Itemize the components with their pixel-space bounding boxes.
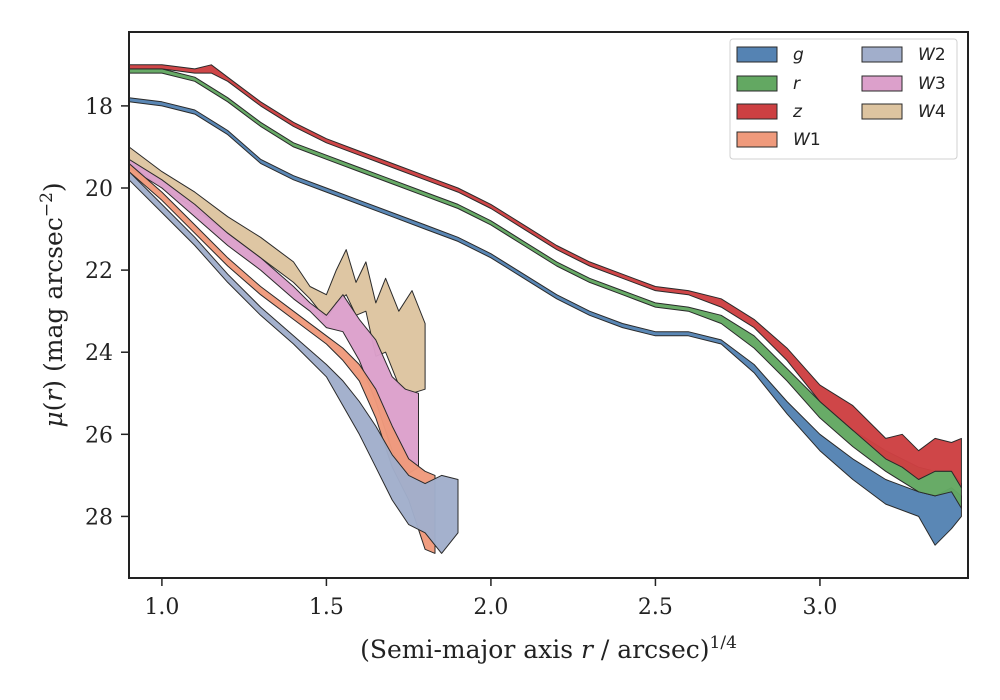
legend-swatch [736,131,778,148]
legend-swatch [736,46,778,63]
x-tick-label: 1.0 [144,595,179,620]
legend-item-z: z [736,102,803,122]
legend-item-w3: W3 [861,74,946,94]
legend-item-r: r [736,74,801,94]
legend-label: W3 [918,74,946,94]
legend-label: W1 [793,130,821,150]
x-axis-label: (Semi-major axis r / arcsec)1/4 [360,633,737,664]
y-axis-ticks: 18 20 22 24 26 28 [85,95,129,530]
legend-swatch [861,103,903,120]
y-tick-label: 18 [85,95,113,120]
legend-box [729,38,958,160]
band-w2 [129,171,459,554]
y-tick-label: 20 [85,177,113,202]
x-tick-label: 3.0 [802,595,837,620]
legend-label: W2 [918,45,946,65]
legend-label: g [793,45,804,65]
y-tick-label: 24 [85,341,113,366]
legend-swatch [861,75,903,92]
legend-item-g: g [736,45,804,65]
legend-swatch [736,103,778,120]
band-w4 [129,146,426,394]
legend-swatch [736,75,778,92]
band-z [129,64,962,489]
y-tick-label: 26 [85,423,113,448]
legend-swatch [861,46,903,63]
x-tick-label: 1.5 [309,595,344,620]
legend: grz W1 W2 W3 W4 [729,38,958,160]
x-axis-ticks: 1.0 1.5 2.0 2.5 3.0 [144,578,837,620]
legend-item-w1: W1 [736,130,821,150]
y-tick-label: 22 [85,259,113,284]
legend-label: z [792,102,803,122]
band-r [129,68,962,509]
band-layer [129,64,962,554]
y-tick-label: 28 [85,505,113,530]
legend-label: r [793,74,801,94]
legend-item-w2: W2 [861,45,946,65]
legend-item-w4: W4 [861,102,946,122]
plot-frame [128,31,969,579]
band-w1 [129,162,436,554]
legend-label: W4 [918,102,946,122]
band-g [129,97,962,546]
x-tick-label: 2.0 [473,595,508,620]
y-axis-label: μ(r) (mag arcsec−2) [37,182,68,427]
x-tick-label: 2.5 [638,595,673,620]
